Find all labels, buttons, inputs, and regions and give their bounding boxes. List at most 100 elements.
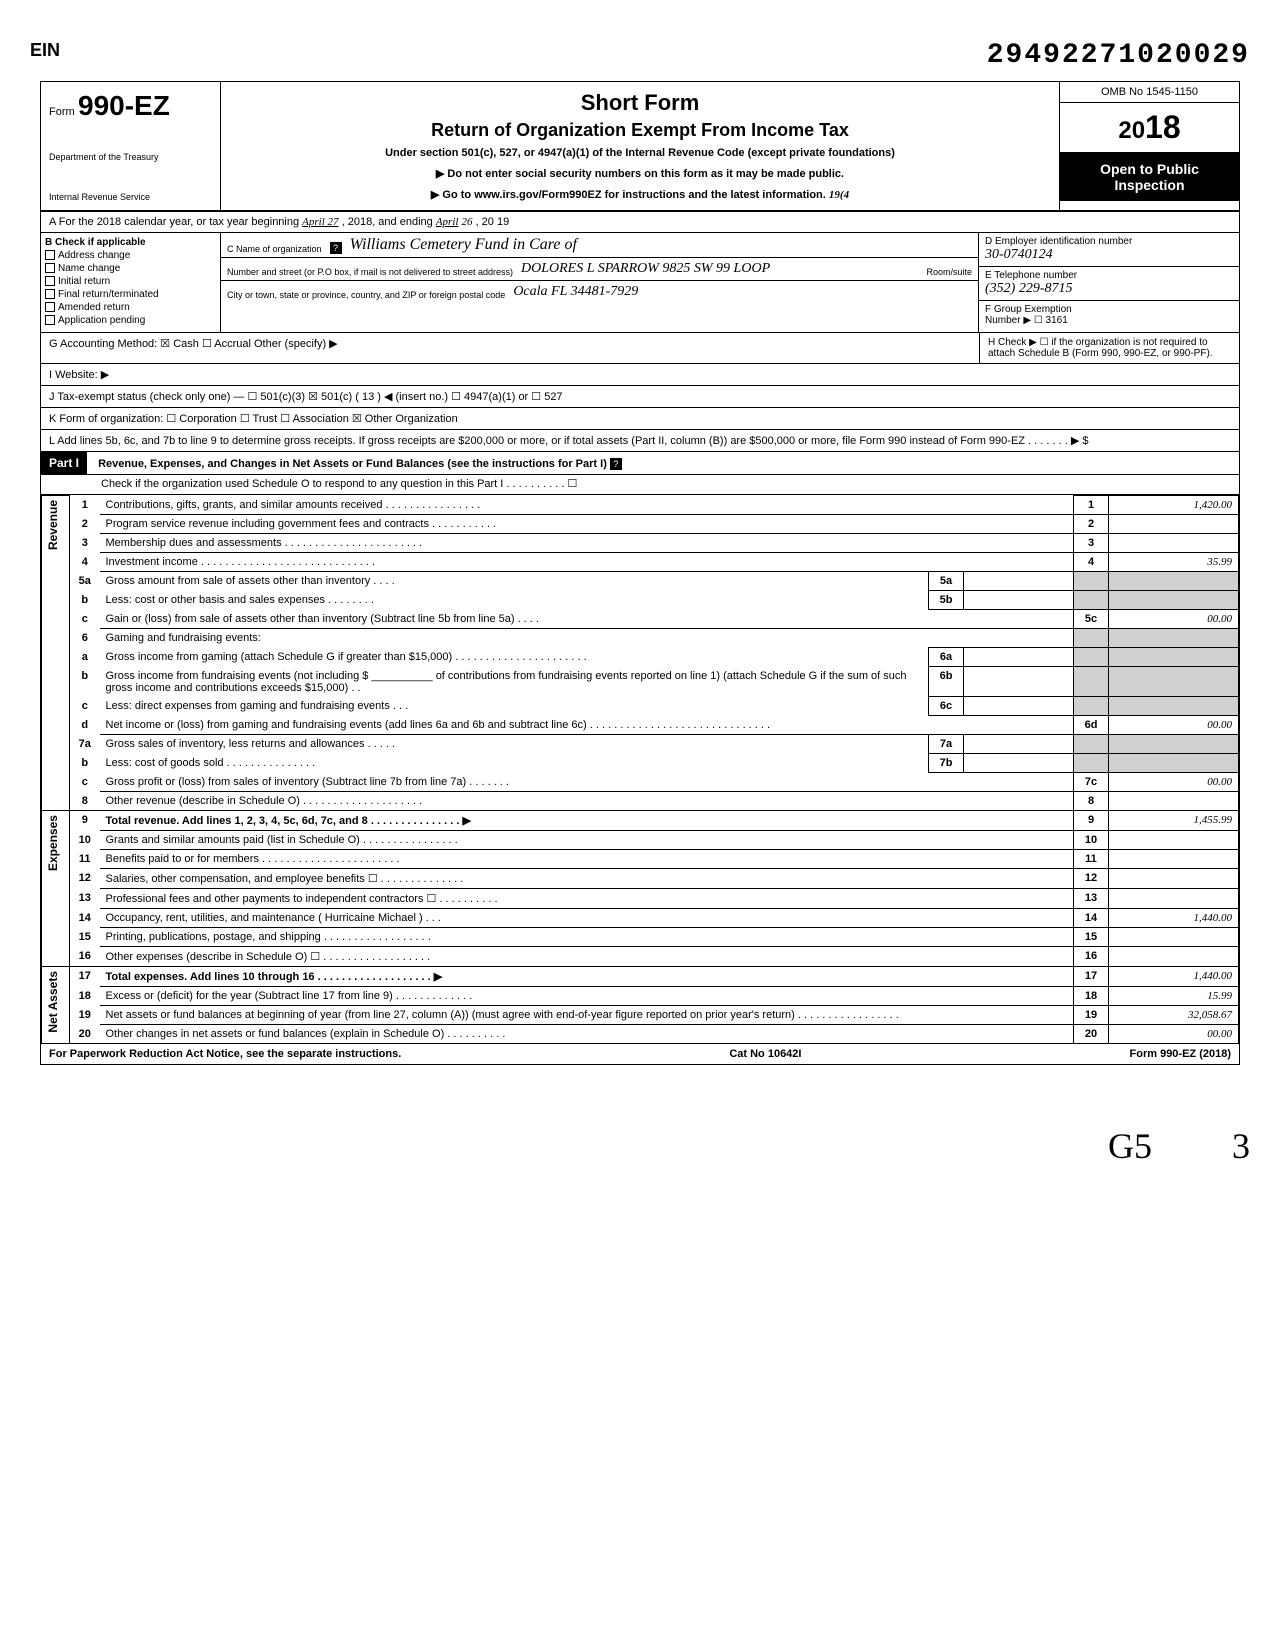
cb-name-change[interactable]: Name change <box>45 263 216 274</box>
form-footer: Form 990-EZ (2018) <box>1130 1048 1231 1060</box>
ocr-number: 29492271020029 <box>987 40 1250 71</box>
line-j[interactable]: J Tax-exempt status (check only one) — ☐… <box>41 386 1239 408</box>
line-number: 8 <box>70 792 100 811</box>
d-label: D Employer identification number <box>985 236 1233 247</box>
amount-value[interactable] <box>1109 515 1239 534</box>
part-i-check[interactable]: Check if the organization used Schedule … <box>41 475 1239 495</box>
info-block: B Check if applicable Address change Nam… <box>41 233 1239 333</box>
cb-pending[interactable]: Application pending <box>45 315 216 326</box>
table-row: dNet income or (loss) from gaming and fu… <box>42 716 1239 735</box>
table-row: 19Net assets or fund balances at beginni… <box>42 1006 1239 1025</box>
amount-value[interactable]: 15.99 <box>1109 987 1239 1006</box>
ssn-note: ▶ Do not enter social security numbers o… <box>229 167 1051 180</box>
line-desc: Salaries, other compensation, and employ… <box>100 869 1074 889</box>
cb-amended[interactable]: Amended return <box>45 302 216 313</box>
tax-year: 2018 <box>1060 103 1239 153</box>
line-desc: Excess or (deficit) for the year (Subtra… <box>100 987 1074 1006</box>
amount-value[interactable] <box>1109 928 1239 947</box>
amount-value[interactable]: 1,420.00 <box>1109 496 1239 515</box>
amount-box-label: 12 <box>1074 869 1109 889</box>
line-desc: Net assets or fund balances at beginning… <box>100 1006 1074 1025</box>
cb-initial-return[interactable]: Initial return <box>45 276 216 287</box>
table-row: bLess: cost of goods sold . . . . . . . … <box>42 754 1239 773</box>
org-name[interactable]: Williams Cemetery Fund in Care of <box>350 236 577 254</box>
city-state-zip[interactable]: Ocala FL 34481-7929 <box>513 284 638 300</box>
line-desc: Other changes in net assets or fund bala… <box>100 1025 1074 1044</box>
amount-value[interactable]: 00.00 <box>1109 716 1239 735</box>
line-desc: Membership dues and assessments . . . . … <box>100 534 1074 553</box>
amount-value[interactable] <box>1109 534 1239 553</box>
inner-value[interactable] <box>964 591 1074 610</box>
amount-value[interactable]: 00.00 <box>1109 610 1239 629</box>
table-row: 14Occupancy, rent, utilities, and mainte… <box>42 909 1239 928</box>
inner-value[interactable] <box>964 754 1074 773</box>
line-number: 19 <box>70 1006 100 1025</box>
amount-value[interactable] <box>1109 831 1239 850</box>
line-g[interactable]: G Accounting Method: ☒ Cash ☐ Accrual Ot… <box>41 333 979 363</box>
goto-link: ▶ Go to www.irs.gov/Form990EZ for instru… <box>431 189 826 201</box>
amount-box-label: 2 <box>1074 515 1109 534</box>
line-desc: Total expenses. Add lines 10 through 16 … <box>100 967 1074 987</box>
year-written: 19(4 <box>829 189 849 201</box>
table-row: bLess: cost or other basis and sales exp… <box>42 591 1239 610</box>
table-row: 2Program service revenue including gover… <box>42 515 1239 534</box>
line-number: 3 <box>70 534 100 553</box>
cb-address-change[interactable]: Address change <box>45 250 216 261</box>
line-desc: Grants and similar amounts paid (list in… <box>100 831 1074 850</box>
amount-value[interactable]: 1,440.00 <box>1109 967 1239 987</box>
table-row: cGross profit or (loss) from sales of in… <box>42 773 1239 792</box>
amount-value[interactable] <box>1109 850 1239 869</box>
line-number: 13 <box>70 889 100 909</box>
inner-value[interactable] <box>964 572 1074 591</box>
end-month[interactable]: April <box>436 216 459 228</box>
shaded-cell <box>1074 591 1109 610</box>
table-row: aGross income from gaming (attach Schedu… <box>42 648 1239 667</box>
shaded-cell <box>1109 648 1239 667</box>
inner-value[interactable] <box>964 735 1074 754</box>
group-exemption[interactable]: Number ▶ ☐ 3161 <box>985 315 1233 326</box>
bottom-3: 3 <box>1232 1125 1250 1167</box>
line-desc: Program service revenue including govern… <box>100 515 1074 534</box>
table-row: 7aGross sales of inventory, less returns… <box>42 735 1239 754</box>
inner-box: 6a <box>929 648 964 667</box>
shaded-cell <box>1109 667 1239 697</box>
line-desc: Occupancy, rent, utilities, and maintena… <box>100 909 1074 928</box>
amount-value[interactable] <box>1109 869 1239 889</box>
line-k[interactable]: K Form of organization: ☐ Corporation ☐ … <box>41 408 1239 430</box>
amount-value[interactable] <box>1109 947 1239 967</box>
inner-value[interactable] <box>964 697 1074 716</box>
form-prefix: Form <box>49 106 75 118</box>
amount-value[interactable]: 00.00 <box>1109 1025 1239 1044</box>
line-h[interactable]: H Check ▶ ☐ if the organization is not r… <box>979 333 1239 363</box>
ein-note: EIN <box>30 40 60 71</box>
line-number: 16 <box>70 947 100 967</box>
cb-final-return[interactable]: Final return/terminated <box>45 289 216 300</box>
omb-number: OMB No 1545-1150 <box>1060 82 1239 103</box>
line-i[interactable]: I Website: ▶ <box>41 364 1239 386</box>
street-address[interactable]: DOLORES L SPARROW 9825 SW 99 LOOP <box>521 261 770 277</box>
side-label: Net Assets <box>42 967 64 1037</box>
ein-value[interactable]: 30-0740124 <box>985 247 1233 263</box>
line-number: 18 <box>70 987 100 1006</box>
inner-value[interactable] <box>964 648 1074 667</box>
amount-box-label: 1 <box>1074 496 1109 515</box>
amount-value[interactable] <box>1109 792 1239 811</box>
begin-date[interactable]: April 27 <box>302 216 338 228</box>
amount-value[interactable] <box>1109 889 1239 909</box>
amount-value[interactable]: 00.00 <box>1109 773 1239 792</box>
line-desc: Printing, publications, postage, and shi… <box>100 928 1074 947</box>
amount-value[interactable]: 1,440.00 <box>1109 909 1239 928</box>
part-i-label: Part I <box>41 452 87 474</box>
inner-box: 5b <box>929 591 964 610</box>
amount-box-label: 20 <box>1074 1025 1109 1044</box>
amount-value[interactable]: 1,455.99 <box>1109 811 1239 831</box>
inner-value[interactable] <box>964 667 1074 697</box>
amount-value[interactable]: 35.99 <box>1109 553 1239 572</box>
shaded-cell <box>1109 591 1239 610</box>
table-row: bGross income from fundraising events (n… <box>42 667 1239 697</box>
phone-value[interactable]: (352) 229-8715 <box>985 281 1233 297</box>
amount-box-label: 11 <box>1074 850 1109 869</box>
end-day[interactable]: 26 <box>462 216 473 228</box>
title-short-form: Short Form <box>229 90 1051 116</box>
amount-value[interactable]: 32,058.67 <box>1109 1006 1239 1025</box>
